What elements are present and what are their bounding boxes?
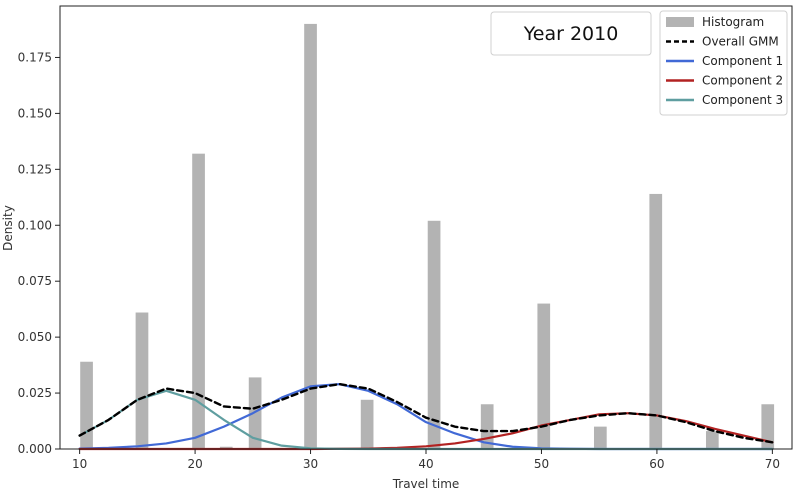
x-tick-label-30: 30: [303, 457, 318, 471]
y-tick-label-2: 0.050: [18, 330, 52, 344]
gmm-curves: [78, 382, 774, 451]
histogram-bar-11: [649, 193, 663, 449]
x-tick-label-40: 40: [418, 457, 433, 471]
y-tick-label-4: 0.100: [18, 218, 52, 232]
legend: Histogram Overall GMM Component 1 Component…: [659, 10, 788, 116]
y-tick-label-0: 0.000: [18, 442, 52, 456]
legend-box: [659, 10, 788, 116]
histogram-bar-4: [248, 377, 262, 449]
histogram-bar-12: [705, 431, 719, 449]
x-tick-label-10: 10: [72, 457, 87, 471]
histogram-bar-0: [80, 361, 93, 449]
legend-label-histogram: Histogram: [702, 15, 764, 29]
y-tick-label-3: 0.075: [18, 274, 52, 288]
legend-label-component-3: Component 3: [702, 93, 783, 107]
x-axis-label: Travel time: [392, 477, 460, 491]
histogram-bar-10: [593, 426, 607, 449]
legend-label-component-1: Component 1: [702, 54, 783, 68]
legend-swatch-histogram: [666, 17, 694, 27]
x-tick-label-50: 50: [534, 457, 549, 471]
histogram-bar-1: [135, 312, 149, 449]
year-annotation-box: [490, 11, 652, 56]
y-ticks: 0.000 0.025 0.050 0.075 0.100 0.125 0.150 0.175: [18, 50, 60, 456]
legend-label-overall-gmm: Overall GMM: [702, 35, 779, 49]
y-axis-label: Density: [1, 205, 15, 251]
year-annotation: Year 2010: [490, 11, 652, 56]
histogram-bar-7: [427, 220, 441, 449]
x-tick-label-60: 60: [649, 457, 664, 471]
histogram-bar-6: [360, 399, 374, 449]
y-tick-label-5: 0.125: [18, 162, 52, 176]
series-overall-gmm: [78, 382, 774, 444]
histogram-bar-3: [219, 446, 233, 449]
year-annotation-text: Year 2010: [523, 23, 619, 45]
histogram-bar-13: [761, 404, 775, 449]
y-tick-label-1: 0.025: [18, 386, 52, 400]
histogram-bar-9: [537, 303, 551, 449]
x-tick-label-70: 70: [765, 457, 780, 471]
y-tick-label-6: 0.150: [18, 106, 52, 120]
histogram-bar-2: [192, 153, 205, 450]
x-tick-label-20: 20: [187, 457, 202, 471]
histogram-bar-5: [304, 23, 317, 450]
legend-label-component-2: Component 2: [702, 74, 783, 88]
x-ticks: 10 20 30 40 50 60 70: [72, 449, 780, 471]
y-tick-label-7: 0.175: [18, 50, 52, 64]
